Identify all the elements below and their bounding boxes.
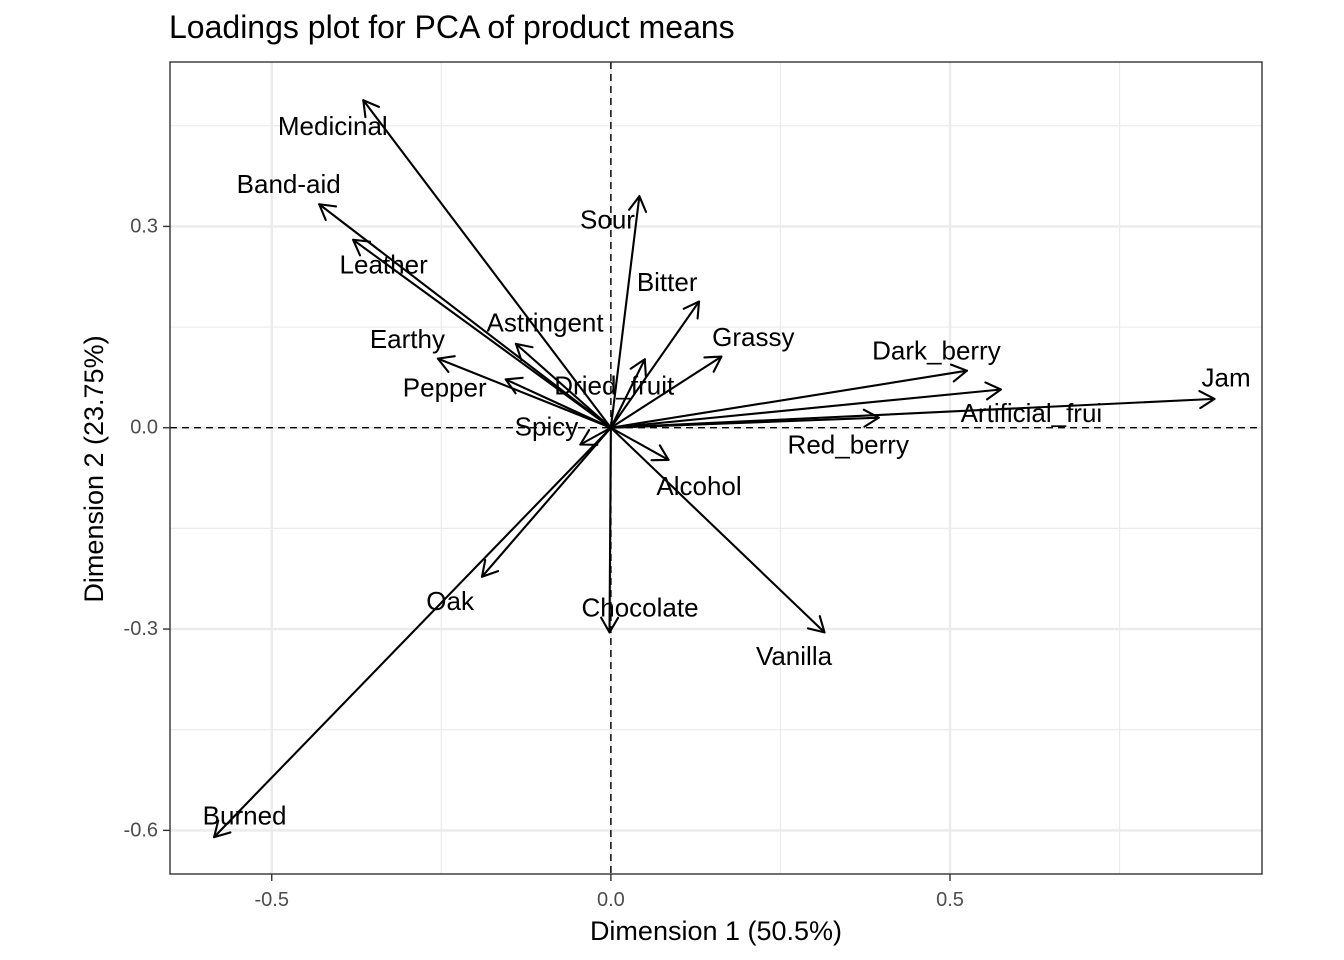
arrow-head	[1198, 390, 1216, 410]
arrow-medicinal	[362, 99, 612, 429]
arrow-shaft	[609, 195, 641, 429]
x-tick-label: -0.5	[255, 889, 289, 911]
arrow-shaft	[213, 426, 612, 839]
arrow-head	[504, 376, 524, 395]
label-earthy: Earthy	[370, 324, 445, 354]
arrow-head	[629, 358, 647, 378]
arrow-head	[682, 300, 701, 320]
label-medicinal: Medicinal	[278, 111, 388, 141]
arrow-vanilla	[609, 426, 826, 634]
arrow-shaft	[609, 300, 701, 429]
arrow-red-berry	[609, 408, 880, 429]
label-alcohol: Alcohol	[656, 471, 741, 501]
reference-lines	[170, 62, 1262, 874]
label-artificial-frui: Artificial_frui	[961, 398, 1103, 428]
loading-arrows	[213, 99, 1216, 839]
arrow-chocolate	[600, 426, 620, 634]
arrow-earthy	[436, 355, 612, 429]
arrow-oak	[480, 426, 612, 578]
arrow-shaft	[609, 426, 826, 634]
label-dried-fruit: Dried_fruit	[554, 370, 675, 400]
arrow-artificial-frui	[609, 381, 1002, 429]
arrow-shaft	[436, 357, 612, 429]
arrow-shaft	[352, 238, 612, 429]
arrow-shaft	[609, 388, 1002, 429]
y-tick-label: -0.3	[124, 618, 158, 640]
arrow-shaft	[609, 369, 969, 429]
arrow-head	[318, 203, 338, 222]
arrow-shaft	[609, 358, 646, 429]
arrow-leather	[352, 238, 612, 429]
label-bitter: Bitter	[637, 267, 698, 297]
arrow-shaft	[608, 426, 612, 634]
label-oak: Oak	[426, 586, 475, 616]
arrow-shaft	[504, 378, 612, 429]
arrow-head	[352, 238, 372, 257]
x-tick-label: 0.0	[597, 889, 625, 911]
arrow-head	[703, 355, 723, 373]
label-sour: Sour	[580, 205, 635, 235]
arrow-shaft	[514, 342, 612, 429]
arrow-head	[984, 381, 1002, 401]
arrow-bitter	[609, 300, 701, 429]
x-axis-label: Dimension 1 (50.5%)	[590, 916, 842, 946]
label-jam: Jam	[1201, 362, 1250, 392]
arrow-head	[628, 195, 648, 213]
label-spicy: Spicy	[515, 411, 579, 441]
arrow-burned	[213, 426, 612, 839]
arrow-sour	[609, 195, 648, 429]
arrow-shaft	[362, 99, 612, 429]
label-dark-berry: Dark_berry	[872, 336, 1001, 366]
arrow-shaft	[609, 426, 670, 461]
x-axis-ticks: -0.5 0.0 0.5	[255, 874, 964, 911]
arrow-dark-berry	[609, 363, 969, 429]
arrow-head	[862, 408, 880, 428]
y-tick-label: -0.6	[124, 819, 158, 841]
arrow-head	[650, 444, 670, 462]
y-tick-label: 0.3	[130, 215, 158, 237]
label-grassy: Grassy	[712, 322, 794, 352]
arrow-head	[806, 615, 826, 634]
arrow-shaft	[579, 426, 612, 446]
arrow-dried-fruit	[609, 358, 647, 429]
arrow-head	[213, 819, 232, 839]
label-red-berry: Red_berry	[788, 430, 909, 460]
label-pepper: Pepper	[403, 372, 487, 402]
arrow-head	[600, 616, 620, 634]
arrow-shaft	[480, 426, 612, 578]
arrow-alcohol	[609, 426, 670, 462]
arrow-spicy	[579, 426, 612, 446]
variable-labels: Medicinal Band-aid Leather Sour Bitter Astrin…	[203, 111, 1251, 831]
arrow-head	[514, 342, 534, 362]
arrow-shaft	[609, 416, 880, 429]
arrow-grassy	[609, 355, 723, 429]
label-chocolate: Chocolate	[581, 593, 698, 623]
y-tick-label: 0.0	[130, 417, 158, 439]
panel-border	[169, 61, 1263, 875]
label-burned: Burned	[203, 801, 287, 831]
chart-title: Loadings plot for PCA of product means	[169, 9, 735, 45]
arrow-head	[579, 428, 599, 446]
label-band-aid: Band-aid	[237, 169, 341, 199]
arrow-astringent	[514, 342, 612, 429]
arrow-shaft	[609, 355, 723, 429]
y-axis-label: Dimension 2 (23.75%)	[79, 335, 109, 602]
label-astringent: Astringent	[487, 307, 605, 337]
arrow-head	[950, 363, 969, 383]
x-tick-label: 0.5	[936, 889, 964, 911]
label-vanilla: Vanilla	[756, 641, 833, 671]
arrow-head	[436, 355, 456, 374]
label-leather: Leather	[340, 250, 429, 280]
arrow-head	[480, 558, 500, 578]
arrow-head	[362, 99, 381, 119]
arrow-pepper	[504, 376, 612, 429]
y-axis-ticks: -0.6 -0.3 0.0 0.3	[124, 215, 170, 841]
